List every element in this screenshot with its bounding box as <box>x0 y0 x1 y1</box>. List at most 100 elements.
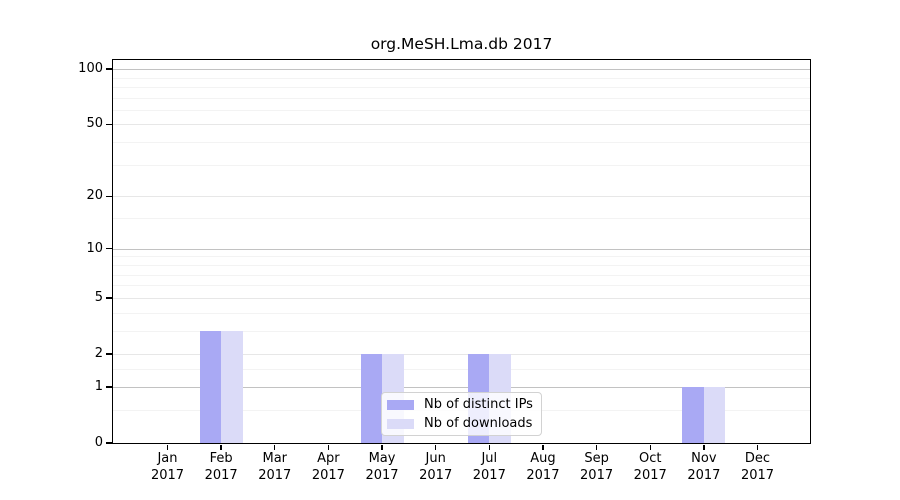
x-tick-mark <box>381 444 383 450</box>
bar-distinct-ips <box>360 353 383 443</box>
y-tick-mark <box>105 195 112 198</box>
x-tick-label: Jan 2017 <box>136 451 200 484</box>
legend-swatch <box>387 399 414 410</box>
y-tick-label: 5 <box>94 289 103 305</box>
bar-distinct-ips <box>199 330 222 443</box>
x-tick-year: 2017 <box>526 467 560 483</box>
x-tick-month: Sep <box>584 451 609 466</box>
legend-swatch <box>387 418 414 429</box>
x-tick-label: Dec 2017 <box>725 451 789 484</box>
x-tick-month: Nov <box>691 451 717 466</box>
minor-gridline <box>113 285 810 287</box>
x-tick-label: Oct 2017 <box>618 451 682 484</box>
x-tick-month: Oct <box>638 451 662 466</box>
x-tick-year: 2017 <box>472 467 506 483</box>
x-tick-label: Feb 2017 <box>189 451 253 484</box>
minor-gridline <box>113 142 810 144</box>
x-tick-mark <box>756 444 759 450</box>
x-tick-label: Apr 2017 <box>296 451 360 484</box>
legend-item-label: Nb of distinct IPs <box>424 397 533 412</box>
minor-gridline <box>113 97 810 99</box>
chart-title: org.MeSH.Lma.db 2017 <box>370 35 553 53</box>
legend-item: Nb of distinct IPs <box>387 396 533 413</box>
x-tick-mark <box>434 444 437 450</box>
x-tick-label: Jul 2017 <box>457 451 521 484</box>
x-tick-year: 2017 <box>311 467 345 483</box>
x-tick-mark <box>703 444 705 450</box>
y-tick-label: 20 <box>86 188 103 204</box>
y-tick-label: 100 <box>78 61 103 77</box>
x-tick-month: Jul <box>481 451 498 466</box>
x-tick-month: Apr <box>317 451 340 466</box>
x-tick-year: 2017 <box>365 467 399 483</box>
y-tick-mark <box>105 353 112 355</box>
minor-gridline <box>113 368 810 370</box>
x-tick-label: Jun 2017 <box>404 451 468 484</box>
minor-gridline <box>113 109 810 111</box>
minor-gridline <box>113 218 810 220</box>
major-gridline <box>113 196 810 198</box>
x-tick-mark <box>649 444 651 450</box>
x-tick-mark <box>595 444 598 450</box>
y-tick-label: 1 <box>94 378 103 394</box>
x-tick-mark <box>220 444 222 450</box>
x-tick-month: May <box>368 451 396 466</box>
x-tick-label: Aug 2017 <box>511 451 575 484</box>
major-gridline <box>113 124 810 126</box>
x-tick-year: 2017 <box>687 467 721 483</box>
legend-item: Nb of downloads <box>387 415 533 432</box>
y-tick-mark <box>105 248 112 250</box>
major-gridline <box>113 248 810 250</box>
x-tick-label: May 2017 <box>350 451 414 484</box>
x-tick-month: Jun <box>425 451 446 466</box>
legend-item-label: Nb of downloads <box>424 416 533 431</box>
x-tick-mark <box>327 444 330 450</box>
major-gridline <box>113 353 810 355</box>
x-tick-month: Feb <box>209 451 233 466</box>
x-tick-month: Aug <box>530 451 556 466</box>
minor-gridline <box>113 264 810 266</box>
y-tick-mark <box>105 68 112 70</box>
minor-gridline <box>113 256 810 258</box>
major-gridline <box>113 386 810 389</box>
x-tick-month: Dec <box>744 451 771 466</box>
y-tick-label: 0 <box>94 435 103 450</box>
y-tick-label: 50 <box>86 116 103 132</box>
x-tick-label: Sep 2017 <box>565 451 629 484</box>
minor-gridline <box>113 86 810 88</box>
bar-downloads <box>221 330 243 443</box>
y-tick-mark <box>105 297 112 299</box>
x-tick-year: 2017 <box>419 467 453 483</box>
x-tick-year: 2017 <box>740 467 775 483</box>
y-tick-mark <box>105 386 112 388</box>
x-tick-year: 2017 <box>580 467 614 483</box>
minor-gridline <box>113 77 810 79</box>
minor-gridline <box>113 274 810 276</box>
y-tick-label: 10 <box>86 240 103 256</box>
x-tick-year: 2017 <box>258 467 292 483</box>
y-tick-mark <box>105 123 112 126</box>
x-tick-mark <box>166 444 169 450</box>
minor-gridline <box>113 312 810 314</box>
x-tick-year: 2017 <box>150 467 185 483</box>
plot-area <box>113 60 810 443</box>
bar-distinct-ips <box>682 386 704 443</box>
major-gridline <box>113 69 810 71</box>
minor-gridline <box>113 330 810 332</box>
bar-downloads <box>703 386 726 443</box>
y-tick-label: 2 <box>94 345 103 361</box>
x-tick-month: Jan <box>157 451 178 466</box>
x-tick-label: Mar 2017 <box>243 451 307 484</box>
major-gridline <box>113 297 810 299</box>
x-tick-year: 2017 <box>204 467 238 483</box>
x-tick-mark <box>274 444 276 450</box>
x-tick-mark <box>488 444 490 450</box>
x-tick-mark <box>542 444 544 450</box>
legend: Nb of distinct IPs Nb of downloads <box>381 392 542 436</box>
minor-gridline <box>113 164 810 166</box>
x-tick-month: Mar <box>262 451 288 466</box>
y-tick-mark <box>105 442 112 444</box>
x-tick-year: 2017 <box>633 467 667 483</box>
x-tick-label: Nov 2017 <box>672 451 736 484</box>
